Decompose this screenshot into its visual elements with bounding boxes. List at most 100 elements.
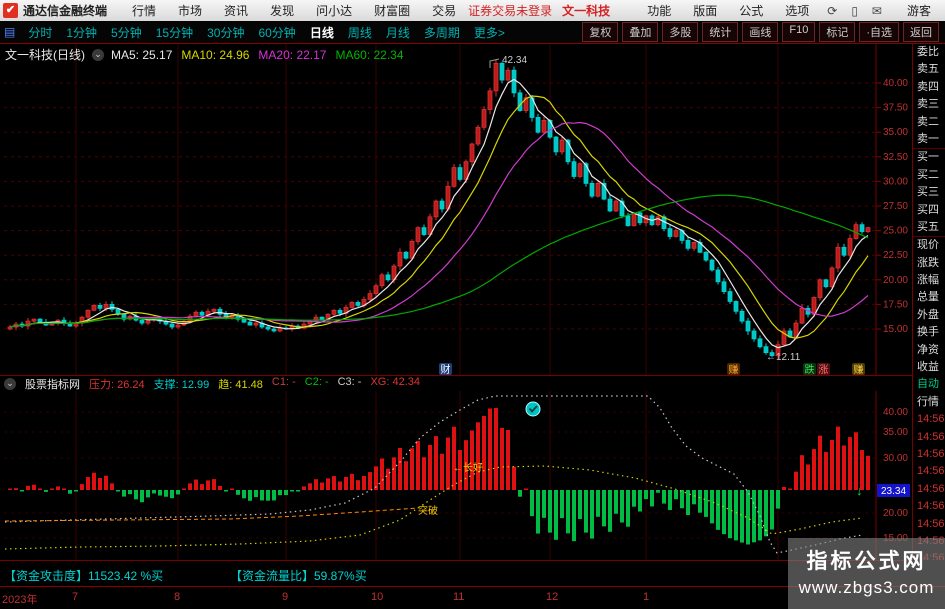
fund-attack-label: 【资金攻击度】11523.42 %买	[4, 569, 164, 583]
quote-row[interactable]: 总量	[917, 291, 939, 304]
svg-text:23.34: 23.34	[881, 486, 906, 497]
indicator-annotation: 突破	[418, 504, 438, 517]
quote-row[interactable]: 净资	[917, 343, 939, 356]
quote-row[interactable]: 买三	[917, 186, 939, 199]
indicator-name: 股票指标网	[25, 378, 80, 391]
menu-item[interactable]: 公式	[739, 4, 764, 18]
svg-text:25.00: 25.00	[883, 226, 908, 237]
app-logo-icon[interactable]: ✔	[3, 3, 18, 18]
menu-item[interactable]: 市场	[178, 4, 203, 18]
quote-row[interactable]: 买二	[917, 168, 939, 181]
signal-badge	[439, 363, 452, 375]
chart-action-button[interactable]: 标记	[819, 22, 856, 42]
chart-action-button[interactable]: 画线	[742, 22, 779, 42]
mail-icon[interactable]: ✉	[871, 3, 882, 18]
menu-item[interactable]: 选项	[785, 4, 810, 18]
watermark-title: 指标公式网	[806, 550, 927, 573]
main-grid: 40.00 37.50 35.00 32.50 30.00 27.50 25.00 22.50…	[4, 44, 908, 376]
auto-tab[interactable]: 自动	[917, 378, 939, 391]
momentum-histogram	[8, 408, 870, 545]
chart-action-button[interactable]: 叠加	[622, 22, 659, 42]
date-label: 12	[546, 591, 559, 603]
quote-row[interactable]: 涨跌	[917, 256, 939, 269]
quote-row[interactable]: 收益	[917, 361, 939, 374]
main-price-chart[interactable]: 40.00 37.50 35.00 32.50 30.00 27.50 25.00 22.50…	[0, 44, 912, 376]
collapse-icon[interactable]: ⌄	[92, 48, 104, 61]
menu-item[interactable]: 资讯	[224, 4, 249, 18]
quote-tab[interactable]: 行情	[917, 395, 939, 408]
period-tab[interactable]: 5分钟	[111, 25, 142, 40]
mobile-icon[interactable]: ▯	[851, 3, 858, 18]
tick-time-row: 14:56	[917, 517, 945, 530]
date-axis[interactable]: 2023年 7 8 9 10 11 12 1	[0, 586, 945, 609]
ma-lines-layer	[9, 78, 869, 349]
quote-row[interactable]: 买五	[917, 220, 939, 233]
period-tab[interactable]: 15分钟	[155, 25, 194, 40]
svg-text:40.00: 40.00	[883, 407, 908, 418]
watermark-url: www.zbgs3.com	[798, 578, 935, 597]
svg-text:17.50: 17.50	[883, 299, 908, 310]
chart-action-button[interactable]: 多股	[662, 22, 699, 42]
menu-item[interactable]: 财富圈	[374, 4, 411, 18]
current-value-box	[877, 484, 910, 497]
indicator-value-label: XG: 42.34	[370, 375, 420, 388]
quote-row[interactable]: 卖一	[917, 132, 939, 145]
document-icon[interactable]: ▤	[4, 25, 16, 39]
svg-text:32.50: 32.50	[883, 152, 908, 163]
period-tab[interactable]: 1分钟	[66, 25, 98, 40]
candles-layer	[7, 59, 871, 360]
date-label: 9	[282, 591, 289, 603]
period-tab[interactable]: 更多>	[473, 25, 505, 40]
signal-badges-layer: 财 赚 跌涨 赚	[439, 363, 865, 376]
indicator-value-label: 趋: 41.48	[218, 378, 263, 391]
menu-item[interactable]: 版面	[693, 4, 718, 18]
quote-row[interactable]: 委比	[917, 46, 939, 58]
period-tab[interactable]: 60分钟	[258, 25, 296, 40]
menu-item[interactable]: 问小达	[316, 4, 353, 18]
site-watermark: 指标公式网 www.zbgs3.com	[788, 538, 945, 609]
date-label: 2023年	[2, 594, 38, 606]
menu-item[interactable]: 行情	[132, 4, 157, 18]
chart-action-button[interactable]: 统计	[702, 22, 739, 42]
period-tab[interactable]: 30分钟	[207, 25, 245, 40]
annotations-layer: 42.34 ←12.11	[489, 55, 801, 363]
period-tab[interactable]: 日线	[309, 25, 334, 40]
menu-item[interactable]: 发现	[270, 4, 295, 18]
period-tabs: 分时 1分钟 5分钟 15分钟 30分钟 60分钟 日线 周线 月线 多周期 更多>	[21, 24, 512, 41]
chart-action-button[interactable]: 返回	[903, 22, 939, 42]
quote-row[interactable]: 买一	[917, 151, 939, 164]
collapse-icon[interactable]: ⌄	[4, 377, 16, 390]
indicator-value-label: 支撑: 12.99	[153, 378, 210, 391]
chart-action-button[interactable]: F10	[782, 22, 816, 42]
svg-text:37.50: 37.50	[883, 103, 908, 114]
quote-row[interactable]: 现价	[917, 239, 939, 252]
date-label: 11	[453, 591, 465, 603]
user-guest-label[interactable]: 游客	[906, 4, 931, 18]
period-tab[interactable]: 多周期	[423, 25, 460, 40]
ma-value-label: MA5: 25.17	[111, 47, 173, 62]
login-status[interactable]: 证券交易未登录	[468, 4, 553, 18]
menu-item[interactable]: 交易	[432, 4, 457, 18]
quote-row[interactable]: 卖三	[917, 98, 939, 111]
tick-time-row: 14:56	[917, 500, 945, 513]
quote-row[interactable]: 外盘	[917, 308, 939, 321]
quote-row[interactable]: 涨幅	[917, 274, 939, 287]
tick-time-row: 14:56	[917, 447, 945, 460]
chart-action-button[interactable]: ·自选	[859, 22, 899, 42]
period-tab[interactable]: 月线	[385, 25, 410, 40]
quote-row[interactable]: 换手	[917, 326, 939, 339]
quote-row[interactable]: 卖二	[917, 115, 939, 128]
menu-item[interactable]: 功能	[647, 4, 672, 18]
period-tab[interactable]: 分时	[28, 25, 53, 40]
period-tab[interactable]: 周线	[347, 25, 372, 40]
indicator-header: ⌄ 股票指标网 压力: 26.24 支撑: 12.99 趋: 41.48 C1: - C…	[0, 375, 916, 391]
quote-row[interactable]: 卖四	[917, 80, 939, 93]
quote-row[interactable]: 卖五	[917, 63, 939, 76]
ma-legend: MA5: 25.17 MA10: 24.96 MA20: 22.17 MA60: 22…	[111, 48, 404, 62]
quote-row[interactable]: 买四	[917, 203, 939, 216]
chart-action-button[interactable]: 复权	[582, 22, 619, 42]
svg-text:40.00: 40.00	[883, 78, 908, 89]
refresh-icon[interactable]: ⟳	[827, 3, 838, 18]
